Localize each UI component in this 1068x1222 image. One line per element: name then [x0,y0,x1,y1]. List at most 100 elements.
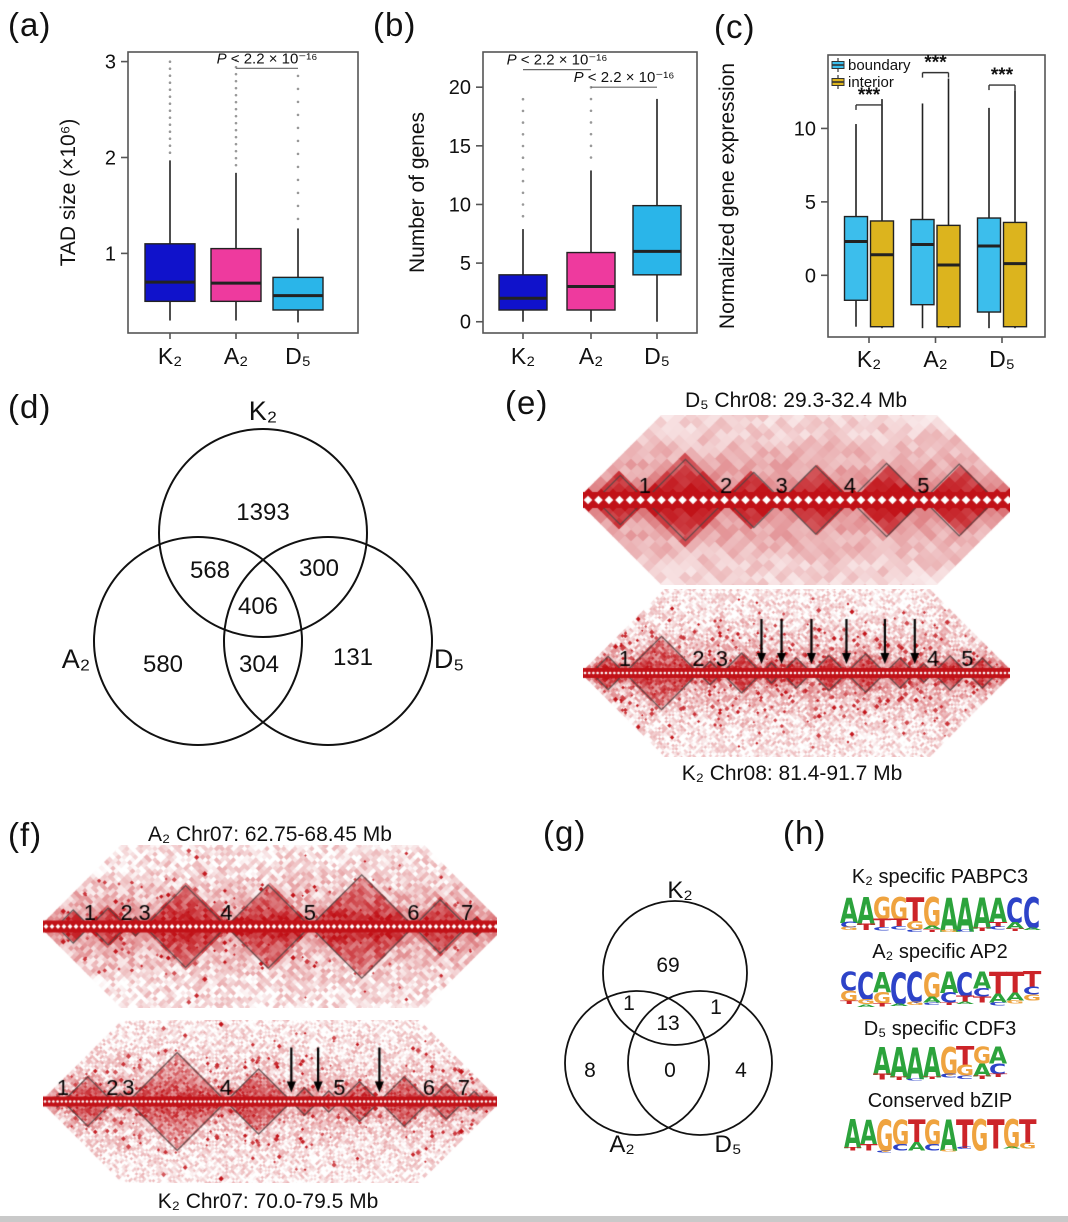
svg-text:406: 406 [238,593,278,620]
logo-letter: C [989,1001,1007,1007]
logo-letter: T [889,1075,909,1081]
logo-title-cdf3: D₅ specific CDF3 [863,1018,1017,1040]
logo-letter: G [1006,999,1025,1005]
logo-letter: T [987,1111,1005,1159]
svg-text:5: 5 [460,253,471,275]
svg-text:2: 2 [105,147,116,169]
svg-text:1: 1 [623,992,635,1015]
panel-label-e: (e) [505,384,549,421]
venn-circle-A₂ [564,990,710,1136]
logo-letter: T [1019,1112,1037,1152]
logo-letter: A [860,1112,878,1153]
logo-letter: T [972,994,992,1004]
svg-text:P < 2.2 × 10⁻¹⁶: P < 2.2 × 10⁻¹⁶ [507,52,608,69]
logo-letter: T [1006,927,1025,932]
panel-label-a: (a) [8,6,52,43]
panel-b-boxplot: 0 5 10 15 20 Number of genes K₂ A₂ D₅ P < 2.2 × 1… [406,51,698,369]
logo-letter: C [876,1149,893,1153]
venn-circle-D₅ [223,536,433,746]
svg-text:Normalized gene expression: Normalized gene expression [716,63,739,329]
svg-text:A₂: A₂ [923,346,947,372]
venn-d: K₂ A₂ D₅ 1393 568 300 406 580 304 131 [62,396,464,746]
logo-letter: C [956,1074,974,1081]
logo-letter: G [906,918,925,932]
logo-letter: C [923,1141,941,1153]
svg-text:568: 568 [190,557,230,584]
svg-text:4: 4 [735,1059,747,1082]
logo-letter: A [856,1003,875,1008]
svg-text:boundary: boundary [848,57,911,74]
logo-letter: G [889,890,908,928]
svg-text:K₂: K₂ [249,396,278,426]
logo-letter: T [1006,965,1025,1002]
hic-heatmap-e-bottom [583,589,1010,757]
logo-letter: G [873,890,892,927]
logo-letter: T [860,1141,878,1153]
logo-letter: A [1022,926,1041,931]
logo-title-ap2: A₂ specific AP2 [872,941,1008,963]
logo-letter: A [906,1038,925,1090]
logo-letter: A [923,1039,942,1088]
svg-text:D₅: D₅ [989,346,1015,372]
logo-letter: G [906,1000,925,1006]
logo-letter: T [972,1074,992,1081]
logo-letter: T [873,915,892,931]
logo-letter: A [889,1002,908,1007]
svg-text:interior: interior [848,74,894,91]
svg-text:D₅: D₅ [715,1131,742,1158]
svg-text:20: 20 [449,77,471,99]
venn-circle-D₅ [627,990,773,1136]
logo-letter: T [873,1002,892,1007]
logo-letter: C [956,929,974,933]
logo-title-pabpc3: K₂ specific PABPC3 [851,866,1029,888]
logo-letter: A [873,1039,892,1085]
svg-text:P < 2.2 × 10⁻¹⁶: P < 2.2 × 10⁻¹⁶ [217,50,318,67]
svg-text:***: *** [991,65,1014,86]
logo-letter: A [1006,919,1025,931]
logo-letter: C [1006,890,1024,931]
logo-letter: G [939,929,958,934]
logo-letter: A [956,1000,975,1005]
svg-text:69: 69 [656,954,679,977]
logo-letter: C [939,989,957,1006]
panel-label-c: (c) [714,8,756,45]
svg-text:13: 13 [656,1012,679,1035]
svg-text:300: 300 [299,555,339,582]
logo-letter: T [956,1041,975,1072]
logo-letter: T [1022,967,1041,993]
svg-text:0: 0 [805,265,816,287]
panel-label-b: (b) [373,6,417,43]
logo-letter: T [923,928,942,933]
svg-text:D₅: D₅ [644,343,670,369]
svg-text:3: 3 [105,52,116,74]
logo-letter: G [1019,1141,1037,1151]
heatmap-title-f-top: A₂ Chr07: 62.75-68.45 Mb [148,823,392,846]
svg-text:K₂: K₂ [857,346,881,372]
logo-letter: C [972,985,991,1000]
svg-text:P < 2.2 × 10⁻¹⁶: P < 2.2 × 10⁻¹⁶ [574,69,675,86]
logo-letter: T [906,890,925,930]
logo-letter: A [923,994,942,1005]
hic-heatmap-f-bottom [43,1020,497,1183]
svg-text:K₂: K₂ [158,343,182,369]
logo-letter: C [873,926,891,932]
logo-letter: C [1022,888,1040,939]
logo-letter: C [906,964,924,1013]
venn-circle-K₂ [158,428,368,638]
svg-text:Number of genes: Number of genes [406,112,429,273]
logo-letter: G [1022,993,1041,1003]
logo-letter: G [923,1112,942,1153]
logo-letter: C [856,964,874,1010]
logo-letter: C [989,1060,1007,1078]
venn-circle-A₂ [93,536,303,746]
svg-text:15: 15 [449,136,471,158]
panel-label-g: (g) [543,814,587,851]
svg-text:1: 1 [710,996,722,1019]
logo-letter: T [989,965,1008,1002]
logo-letter: G [939,1039,958,1085]
logo-letter: C [840,966,858,998]
